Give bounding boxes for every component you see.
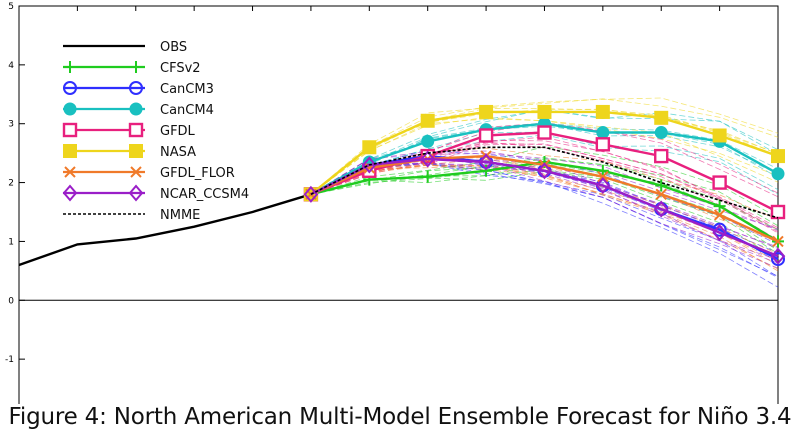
series-line-nmme [310, 146, 779, 219]
series-line-gfdl [310, 131, 779, 214]
ensemble-member-line [310, 164, 779, 266]
data-point-ncar-ccsm4 [595, 176, 611, 195]
y-tick-label: 4 [8, 61, 14, 71]
data-point-nasa [654, 110, 669, 125]
data-point-cancm4 [771, 167, 785, 181]
data-point-cancm4 [421, 134, 435, 148]
y-tick-label: 3 [8, 120, 14, 130]
data-point-gfdl [654, 148, 669, 164]
legend-marker-nasa [63, 144, 77, 158]
legend-marker-cfsv2 [130, 61, 142, 73]
data-point-gfdl [478, 128, 494, 143]
data-point-gfdl [712, 175, 727, 190]
data-point-nasa [771, 149, 785, 164]
legend-label-cfsv2: CFSv2 [160, 61, 201, 76]
data-point-nasa [420, 113, 435, 128]
legend: OBS CFSv2 CanCM3 CanCM4 GFDL NASA GFDL_FLOR NCA… [62, 40, 249, 223]
data-point-cfsv2 [713, 200, 726, 213]
legend-marker-nasa [129, 144, 143, 158]
data-point-gfdl [770, 204, 786, 220]
legend-marker-gfdl-flor [64, 166, 76, 178]
data-point-gfdl-flor [772, 235, 784, 248]
data-point-ncar-ccsm4 [653, 200, 669, 218]
ensemble-member-line [310, 171, 779, 260]
ensemble-member-line [310, 163, 779, 277]
data-point-gfdl [595, 137, 611, 152]
legend-label-gfdl: GFDL [160, 124, 196, 139]
legend-label-cancm3: CanCM3 [160, 82, 214, 97]
legend-marker-gfdl-flor [130, 166, 142, 178]
legend-label-cancm4: CanCM4 [160, 103, 214, 118]
data-point-ncar-ccsm4 [537, 162, 552, 180]
ensemble-member-line [310, 164, 779, 270]
legend-marker-gfdl [128, 122, 144, 138]
data-point-nasa [595, 104, 610, 119]
data-point-ncar-ccsm4 [303, 185, 319, 203]
data-point-ncar-ccsm4 [361, 156, 377, 174]
legend-label-nmme: NMME [160, 208, 200, 223]
legend-label-gfdl-flor: GFDL_FLOR [160, 166, 235, 181]
data-point-nasa [537, 104, 552, 119]
ensemble-member-line [310, 108, 779, 195]
y-tick-label: 1 [8, 237, 14, 247]
data-point-ncar-ccsm4 [420, 150, 436, 168]
legend-marker-cancm3 [129, 81, 143, 95]
data-point-ncar-ccsm4 [712, 224, 727, 242]
data-point-gfdl-flor [713, 209, 726, 221]
data-point-gfdl-flor [655, 188, 667, 201]
y-tick-label: -1 [5, 355, 14, 365]
y-tick-label: 5 [8, 2, 14, 12]
legend-marker-ncar-ccsm4 [128, 184, 144, 202]
series-line-obs [18, 193, 312, 267]
data-point-gfdl [537, 125, 552, 140]
series-line-ncar-ccsm4 [310, 157, 779, 258]
ensemble-member-line [310, 98, 779, 195]
data-point-ncar-ccsm4 [770, 247, 786, 265]
ensemble-member-line [310, 109, 779, 195]
data-point-gfdl-flor [597, 170, 609, 183]
data-point-ncar-ccsm4 [478, 153, 494, 171]
data-point-nasa [712, 128, 727, 143]
data-point-cfsv2 [596, 164, 609, 177]
model-means [18, 104, 786, 267]
legend-label-ncar-ccsm4: NCAR_CCSM4 [160, 187, 249, 202]
ensemble-member-line [310, 97, 779, 195]
data-point-cfsv2 [655, 179, 668, 192]
legend-marker-cancm4 [129, 102, 143, 116]
ensemble-member-line [310, 143, 779, 233]
legend-marker-ncar-ccsm4 [62, 184, 78, 202]
data-point-cancm4 [596, 126, 610, 140]
legend-marker-gfdl [62, 122, 78, 138]
legend-marker-cfsv2 [64, 61, 76, 73]
data-point-cfsv2 [480, 164, 493, 177]
data-point-cancm4 [654, 126, 668, 140]
data-point-cfsv2 [421, 170, 434, 183]
y-tick-label: 0 [8, 296, 14, 306]
data-point-nasa [479, 104, 494, 119]
legend-marker-cancm3 [63, 81, 77, 95]
y-tick-label: 2 [8, 179, 14, 189]
figure-caption: Figure 4: North American Multi-Model Ens… [8, 404, 792, 430]
data-point-nasa [362, 140, 377, 155]
ensemble-member-line [310, 162, 779, 278]
data-point-cancm3 [771, 252, 785, 267]
legend-label-obs: OBS [160, 40, 187, 55]
legend-marker-cancm4 [63, 102, 77, 116]
ensemble-member-line [310, 139, 779, 229]
legend-label-nasa: NASA [160, 145, 196, 160]
ensemble-member-line [310, 136, 779, 230]
